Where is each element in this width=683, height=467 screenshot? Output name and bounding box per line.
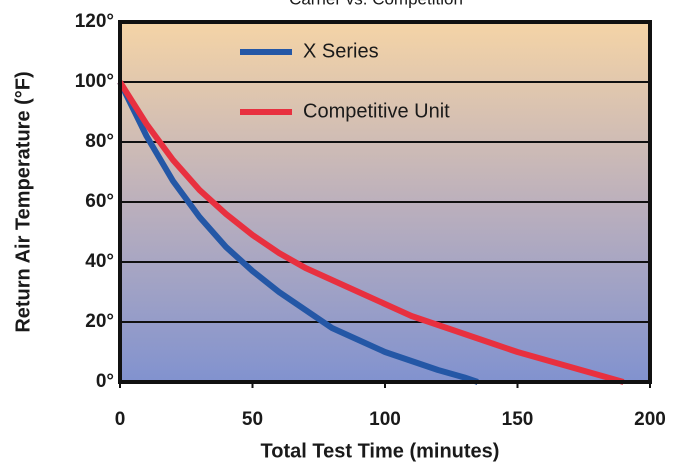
x-tick-label: 100	[369, 409, 401, 430]
y-tick-label: 100°	[75, 71, 114, 92]
x-tick-label: 200	[634, 409, 666, 430]
y-tick-label: 60°	[85, 191, 114, 212]
x-tick-label: 50	[242, 409, 263, 430]
plot-frame	[118, 20, 652, 384]
legend-label: Competitive Unit	[303, 100, 450, 122]
line-series	[117, 80, 625, 385]
y-tick-label: 80°	[85, 131, 114, 152]
y-tick-label: 120°	[75, 11, 114, 32]
x-tick-label: 150	[502, 409, 534, 430]
x-axis-label: Total Test Time (minutes)	[261, 440, 500, 462]
x-tick-label: 0	[115, 409, 126, 430]
y-axis-label: Return Air Temperature (°F)	[12, 71, 34, 332]
y-tick-label: 0°	[96, 371, 114, 392]
line-series	[117, 80, 479, 385]
legend-label: X Series	[303, 40, 379, 62]
y-tick-label: 40°	[85, 251, 114, 272]
chart-title: Carrier vs. Competition	[289, 0, 463, 8]
y-tick-label: 20°	[85, 311, 114, 332]
